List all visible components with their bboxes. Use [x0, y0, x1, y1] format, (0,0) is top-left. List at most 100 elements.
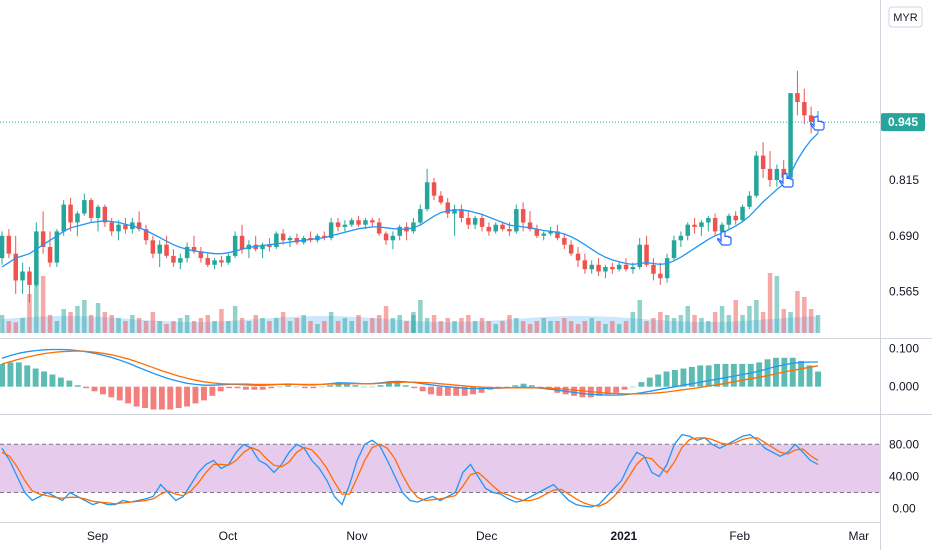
- volume-bar: [418, 300, 423, 333]
- volume-bar: [589, 318, 594, 333]
- candle-body: [486, 226, 492, 232]
- stoch-d-line: [1, 437, 819, 507]
- volume-bar: [582, 321, 588, 333]
- volume-bar: [781, 309, 786, 333]
- macd-histogram-bar: [360, 386, 367, 388]
- candle-body: [136, 222, 142, 230]
- macd-histogram-bar: [276, 386, 283, 388]
- volume-bar: [274, 318, 279, 333]
- volume-bar: [760, 312, 766, 333]
- volume-bar: [164, 324, 169, 333]
- candle-body: [95, 206, 101, 218]
- volume-bar: [527, 324, 533, 333]
- volume-bar: [102, 312, 108, 333]
- candle-body: [671, 240, 677, 259]
- candle-body: [370, 220, 375, 223]
- volume-bar: [651, 318, 656, 333]
- macd-histogram-bar: [663, 371, 670, 387]
- macd-histogram-bar: [116, 386, 123, 401]
- volume-bar: [143, 321, 149, 333]
- signal-line: [1, 350, 819, 395]
- macd-tick-label: 0.000: [889, 380, 919, 394]
- volume-bar: [726, 315, 732, 333]
- candle-body: [356, 220, 361, 225]
- volume-bar: [27, 294, 32, 333]
- macd-histogram-bar: [697, 365, 704, 387]
- candle-body: [219, 260, 224, 263]
- candle-body: [47, 247, 53, 263]
- ma-layer: [1, 132, 819, 268]
- macd-histogram-bar: [167, 386, 174, 410]
- macd-histogram-bar: [310, 386, 317, 389]
- volume-bar: [40, 276, 46, 333]
- macd-histogram-bar: [192, 386, 199, 404]
- candle-body: [143, 229, 149, 241]
- volume-bar: [603, 324, 608, 333]
- candle-body: [493, 224, 498, 232]
- candle-body: [658, 273, 663, 279]
- candle-body: [383, 233, 389, 241]
- volume-bar: [116, 318, 121, 333]
- macd-histogram-bar: [318, 386, 325, 388]
- volume-bar: [438, 321, 444, 333]
- candle-body: [431, 182, 437, 196]
- volume-bar: [431, 315, 437, 333]
- macd-histogram-bar: [201, 386, 207, 401]
- last-price-tag: 0.945: [881, 113, 925, 132]
- volume-bar: [404, 321, 409, 333]
- candle-body: [342, 224, 348, 227]
- volume-bar: [459, 318, 464, 333]
- volume-bar: [808, 309, 814, 333]
- candle-body: [260, 244, 265, 250]
- volume-bar: [260, 318, 265, 333]
- volume-bar: [424, 318, 430, 333]
- volume-bar: [356, 315, 361, 333]
- candle-body: [102, 206, 108, 223]
- candle-body: [75, 213, 80, 223]
- currency-button[interactable]: MYR: [888, 6, 923, 28]
- volume-bar: [205, 315, 210, 333]
- macd-histogram-bar: [478, 386, 485, 393]
- candle-body: [616, 264, 622, 270]
- volume-bar: [178, 318, 183, 333]
- volume-bar: [671, 318, 677, 333]
- volume-bar: [370, 318, 375, 333]
- macd-histogram-bar: [24, 365, 31, 387]
- volume-bar: [239, 318, 245, 333]
- time-tick-label: Oct: [219, 529, 238, 543]
- candle-body: [267, 244, 272, 247]
- candle-body: [788, 93, 793, 178]
- candle-body: [664, 258, 670, 279]
- candle-body: [575, 253, 581, 261]
- candle-body: [520, 209, 526, 223]
- macd-histogram-bar: [344, 383, 350, 387]
- volume-bar: [109, 315, 114, 333]
- candle-body: [205, 258, 210, 265]
- candle-body: [88, 200, 94, 218]
- candle-body: [280, 233, 286, 241]
- macd-histogram-bar: [327, 385, 333, 387]
- candle-body: [0, 235, 5, 259]
- macd-histogram-bar: [503, 386, 510, 388]
- macd-histogram-bar: [150, 386, 157, 410]
- volume-bar: [123, 321, 128, 333]
- candle-body: [596, 264, 601, 272]
- stoch-tick-label: 0.00: [892, 502, 916, 516]
- time-tick-label: Mar: [848, 529, 869, 543]
- volume-bar: [130, 315, 135, 333]
- volume-bar: [20, 318, 25, 333]
- volume-bar: [6, 321, 12, 333]
- macd-histogram-bar: [234, 386, 241, 389]
- candle-body: [610, 267, 615, 270]
- macd-histogram-bar: [125, 386, 132, 404]
- stoch-layer: [1, 433, 819, 508]
- volume-bar: [452, 321, 457, 333]
- macd-histogram-bar: [259, 386, 266, 390]
- volume-bar: [610, 321, 615, 333]
- volume-bar: [795, 291, 800, 333]
- macd-histogram-bar: [100, 386, 106, 395]
- macd-histogram-bar: [436, 386, 443, 396]
- candle-body: [637, 244, 642, 267]
- candle-body: [630, 267, 636, 270]
